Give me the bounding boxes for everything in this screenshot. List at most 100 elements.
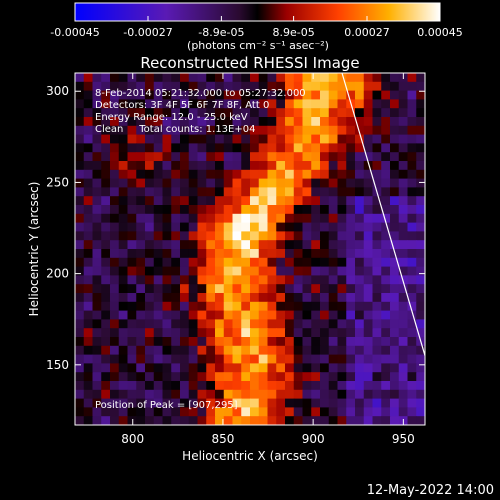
heatmap-cell [390,284,400,294]
heatmap-cell [188,372,199,382]
heatmap-cell [136,108,146,118]
heatmap-cell [258,416,269,425]
heatmap-cell [302,257,312,268]
heatmap-cell [328,337,339,347]
heatmap-cell [197,389,207,400]
heatmap-cell [390,328,400,338]
heatmap-cell [101,178,111,188]
heatmap-cell [416,178,425,188]
heatmap-cell [127,108,137,118]
heatmap-cell [267,363,277,373]
heatmap-cell [285,117,295,127]
heatmap-cell [92,293,102,303]
heatmap-cell [127,266,137,276]
heatmap-cell [407,310,417,320]
heatmap-cell [75,363,85,373]
heatmap-cell [180,108,190,118]
heatmap-cell [337,293,347,303]
heatmap-cell [83,178,94,188]
heatmap-cell [407,161,417,171]
heatmap-cell [83,293,94,303]
heatmap-cell [276,178,286,188]
heatmap-cell [416,319,425,329]
heatmap-cell [416,354,425,364]
heatmap-cell [276,99,286,109]
heatmap-cell [188,117,199,127]
heatmap-cell [311,81,321,92]
heatmap-cell [101,125,111,136]
heatmap-cell [118,125,129,136]
heatmap-cell [153,381,164,391]
heatmap-cell [355,231,365,241]
heatmap-cell [118,169,129,180]
heatmap-cell [180,143,190,153]
heatmap-cell [381,187,391,197]
heatmap-cell [83,354,94,364]
heatmap-cell [188,205,199,215]
heatmap-cell [337,257,347,268]
heatmap-cell [302,108,312,118]
heatmap-cell [153,196,164,206]
heatmap-cell [110,196,120,206]
heatmap-cell [267,108,277,118]
heatmap-cell [101,205,111,215]
heatmap-cell [416,301,425,312]
heatmap-cell [197,152,207,162]
heatmap-cell [285,240,295,250]
heatmap-cell [311,196,321,206]
heatmap-cell [407,134,417,144]
heatmap-cell [311,161,321,171]
heatmap-cell [285,337,295,347]
heatmap-cell [92,257,102,268]
heatmap-cell [416,187,425,197]
heatmap-cell [390,275,400,285]
heatmap-cell [223,389,234,400]
heatmap-cell [188,231,199,241]
heatmap-cell [416,161,425,171]
heatmap-cell [390,213,400,224]
heatmap-cell [223,337,234,347]
heatmap-cell [285,249,295,259]
heatmap-cell [267,416,277,425]
heatmap-cell [276,213,286,224]
heatmap-cell [363,319,374,329]
heatmap-cell [311,257,321,268]
heatmap-cell [337,81,347,92]
heatmap-cell [75,284,85,294]
heatmap-cell [398,125,409,136]
heatmap-cell [267,178,277,188]
heatmap-cell [276,337,286,347]
heatmap-cell [92,389,102,400]
heatmap-cell [363,231,374,241]
heatmap-cell [232,81,242,92]
heatmap-cell [337,117,347,127]
heatmap-cell [398,293,409,303]
heatmap-cell [258,372,269,382]
heatmap-cell [285,134,295,144]
heatmap-cell [311,381,321,391]
heatmap-cell [355,117,365,127]
heatmap-cell [241,301,251,312]
heatmap-cell [153,90,164,100]
heatmap-cell [337,178,347,188]
heatmap-cell [75,73,85,83]
heatmap-cell [311,328,321,338]
heatmap-cell [267,143,277,153]
heatmap-cell [83,231,94,241]
heatmap-cell [180,416,190,425]
heatmap-cell [101,284,111,294]
heatmap-cell [337,310,347,320]
heatmap-cell [101,143,111,153]
heatmap-cell [302,249,312,259]
heatmap-cell [215,205,225,215]
heatmap-cell [320,152,330,162]
heatmap-cell [363,169,374,180]
heatmap-cell [320,108,330,118]
heatmap-cell [381,169,391,180]
heatmap-cell [372,319,382,329]
heatmap-cell [267,231,277,241]
heatmap-cell [92,222,102,232]
heatmap-cell [416,213,425,224]
heatmap-cell [372,213,382,224]
heatmap-cell [241,381,251,391]
